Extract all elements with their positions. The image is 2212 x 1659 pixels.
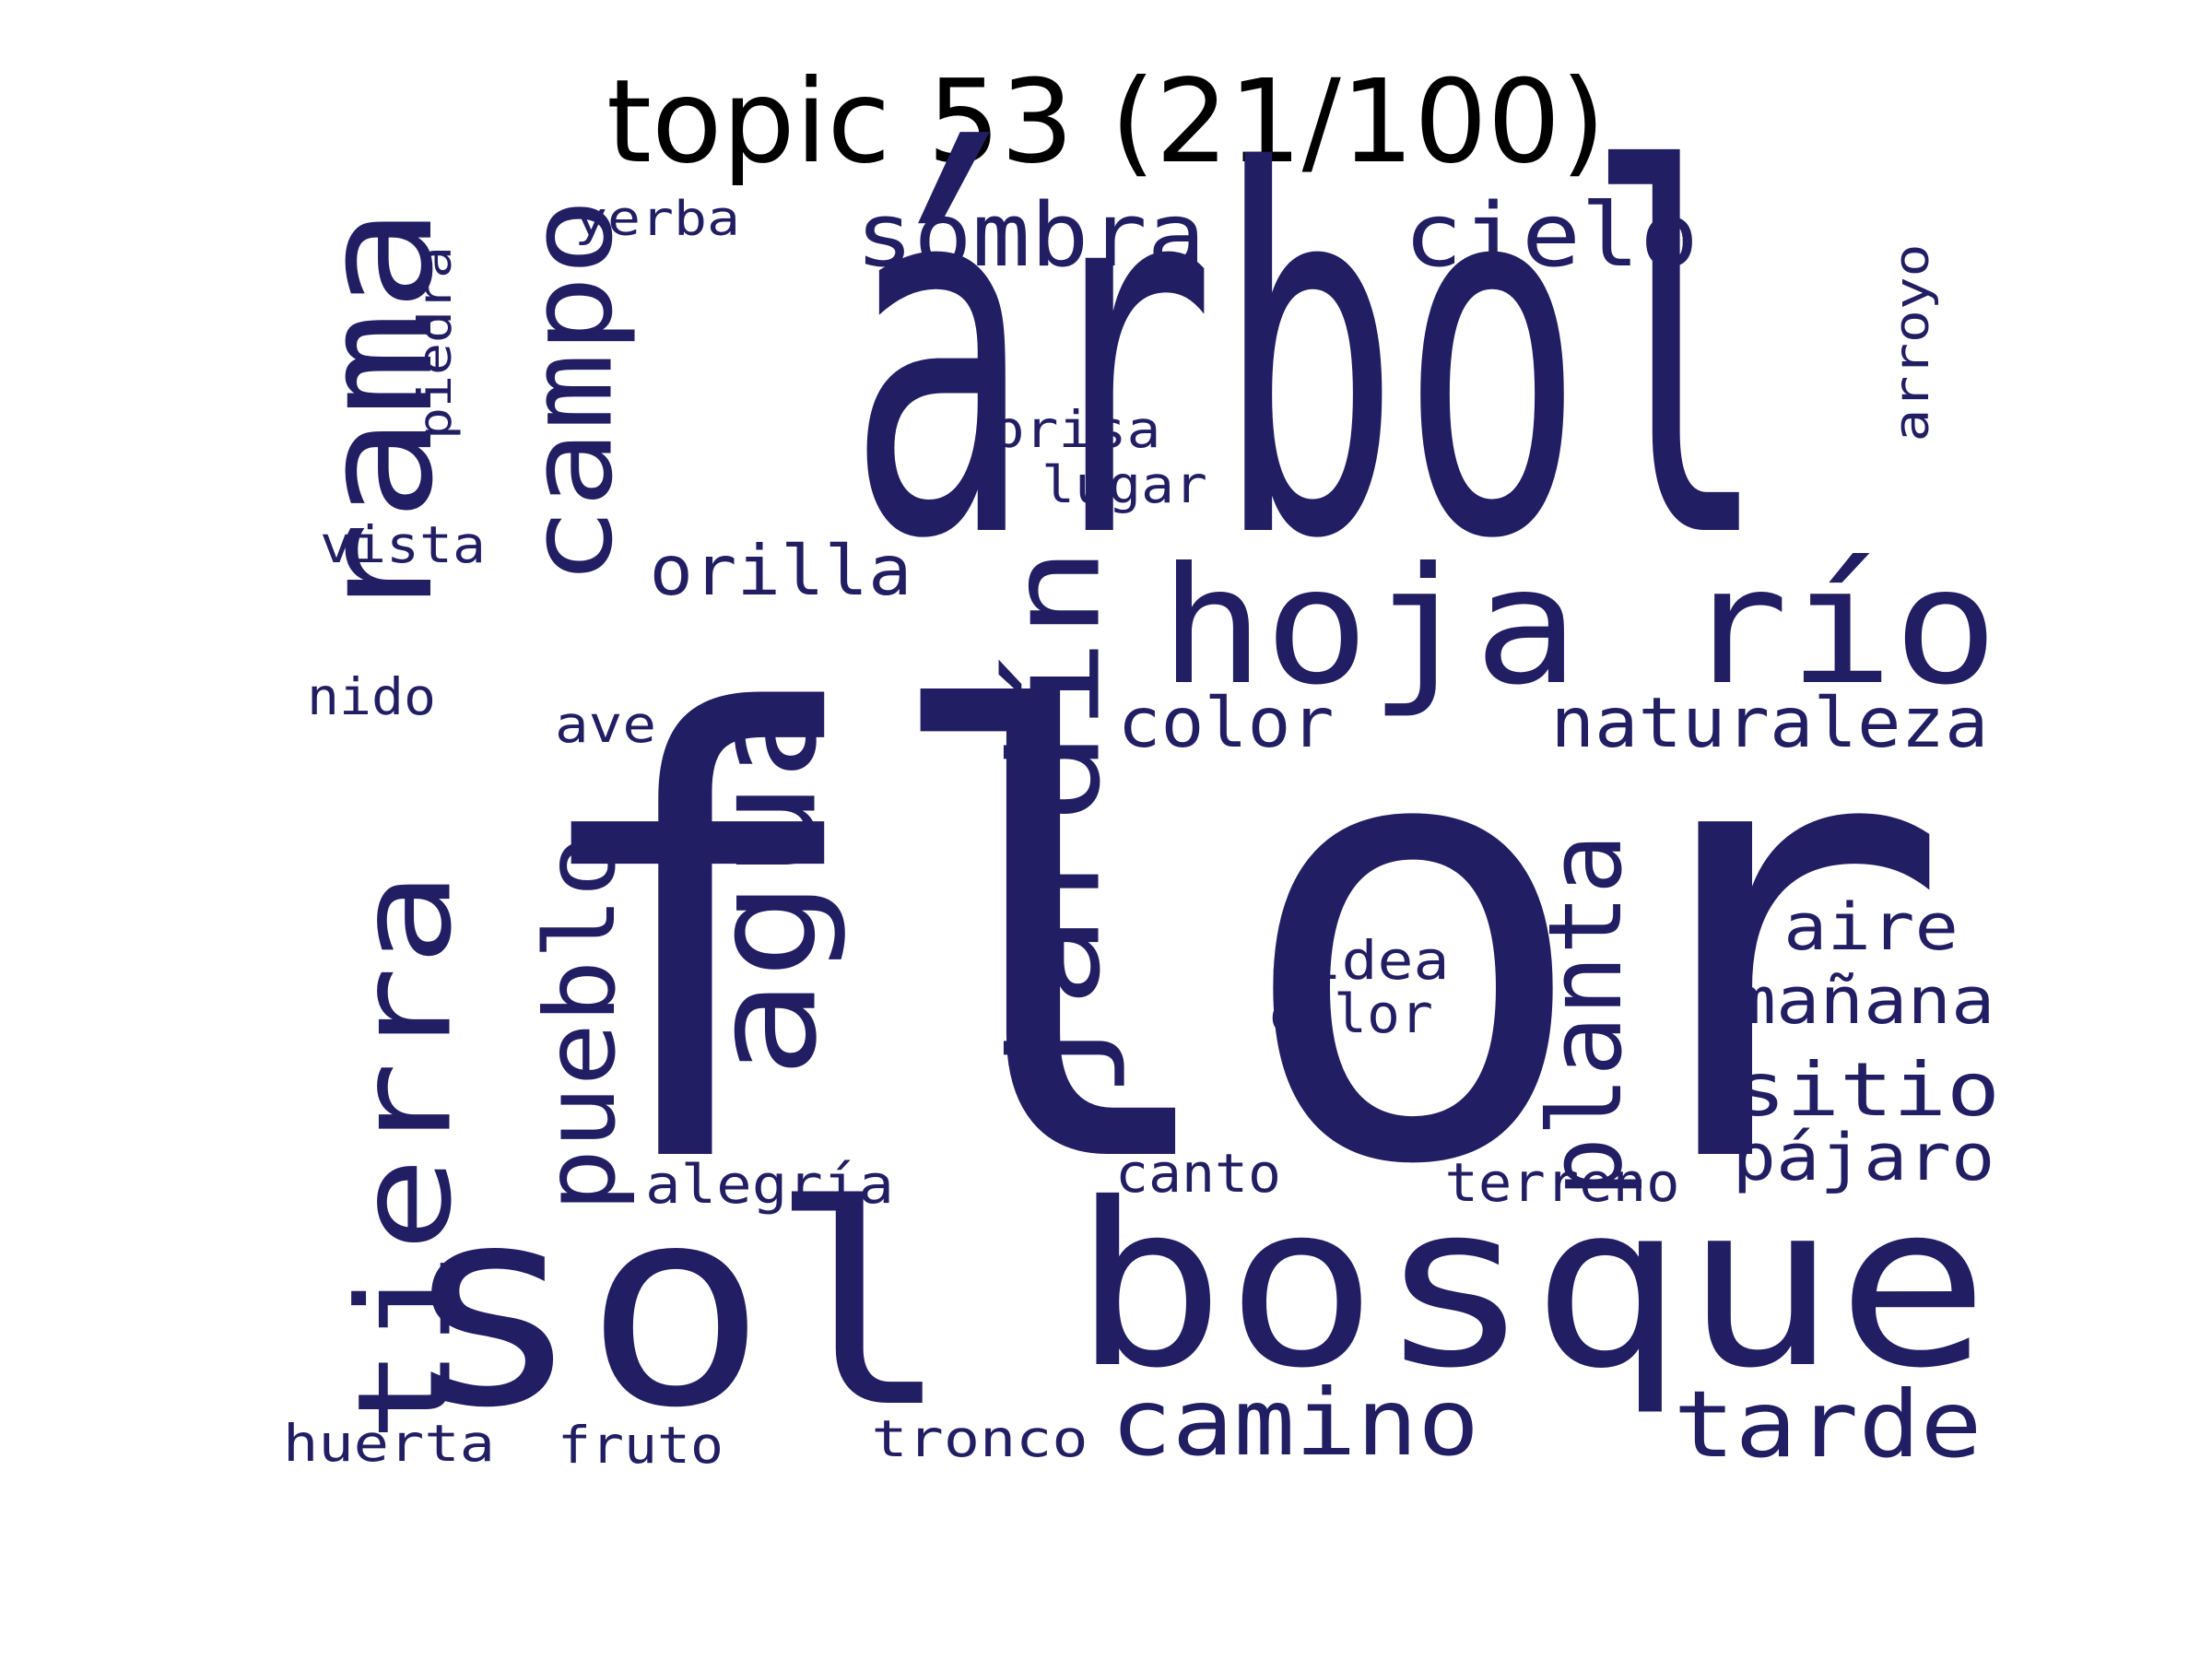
page-title: topic 53 (21/100) [606, 55, 1606, 189]
word-terreno: terreno [1445, 1151, 1680, 1214]
word-manana: mañana [1733, 963, 1995, 1039]
word-pajaro: pájaro [1733, 1120, 1995, 1195]
word-bosque: bosque [1073, 1155, 1990, 1418]
word-sitio: sitio [1733, 1047, 2000, 1133]
word-canto: canto [1115, 1142, 1281, 1205]
word-aire: aire [1783, 889, 1959, 965]
word-lugar: lugar [1041, 455, 1207, 514]
word-jardin: jardín [983, 547, 1128, 1100]
word-hoja-rio: hoja río [1159, 534, 1998, 721]
word-flor: flor [514, 589, 1952, 1298]
word-arbol: árbol [847, 69, 1769, 648]
word-camino: camino [1111, 1369, 1479, 1477]
word-nido: nido [307, 667, 436, 726]
word-piedra: piedra [408, 246, 462, 440]
word-calor: calor [1267, 982, 1433, 1045]
word-orilla: orilla [650, 530, 912, 611]
word-color: color [1118, 682, 1335, 763]
word-naturaleza: naturaleza [1551, 682, 1989, 763]
word-yerba: yerba [574, 192, 740, 247]
word-brisa: brisa [991, 400, 1161, 459]
word-cielo: cielo [1404, 185, 1699, 287]
word-huerta: huerta [283, 1414, 495, 1473]
word-pueblo: pueblo [524, 834, 637, 1212]
word-planta: planta [1526, 834, 1644, 1198]
word-sol: sol [399, 1147, 952, 1468]
word-tarde: tarde [1674, 1371, 1983, 1478]
word-tronco: tronco [872, 1409, 1088, 1468]
word-alegria: alegría [645, 1153, 894, 1216]
word-aldea: aldea [1270, 929, 1450, 992]
word-tierra: tierra [331, 871, 481, 1442]
word-agua: agua [682, 682, 849, 1078]
word-rama: rama [289, 207, 466, 627]
word-vista: vista [320, 515, 486, 574]
word-fruto: fruto [558, 1416, 724, 1475]
word-arroyo: arroyo [1885, 244, 1940, 442]
word-sombra: sombra [855, 185, 1206, 287]
word-campo: campo [505, 198, 639, 585]
word-ave: ave [555, 695, 656, 754]
